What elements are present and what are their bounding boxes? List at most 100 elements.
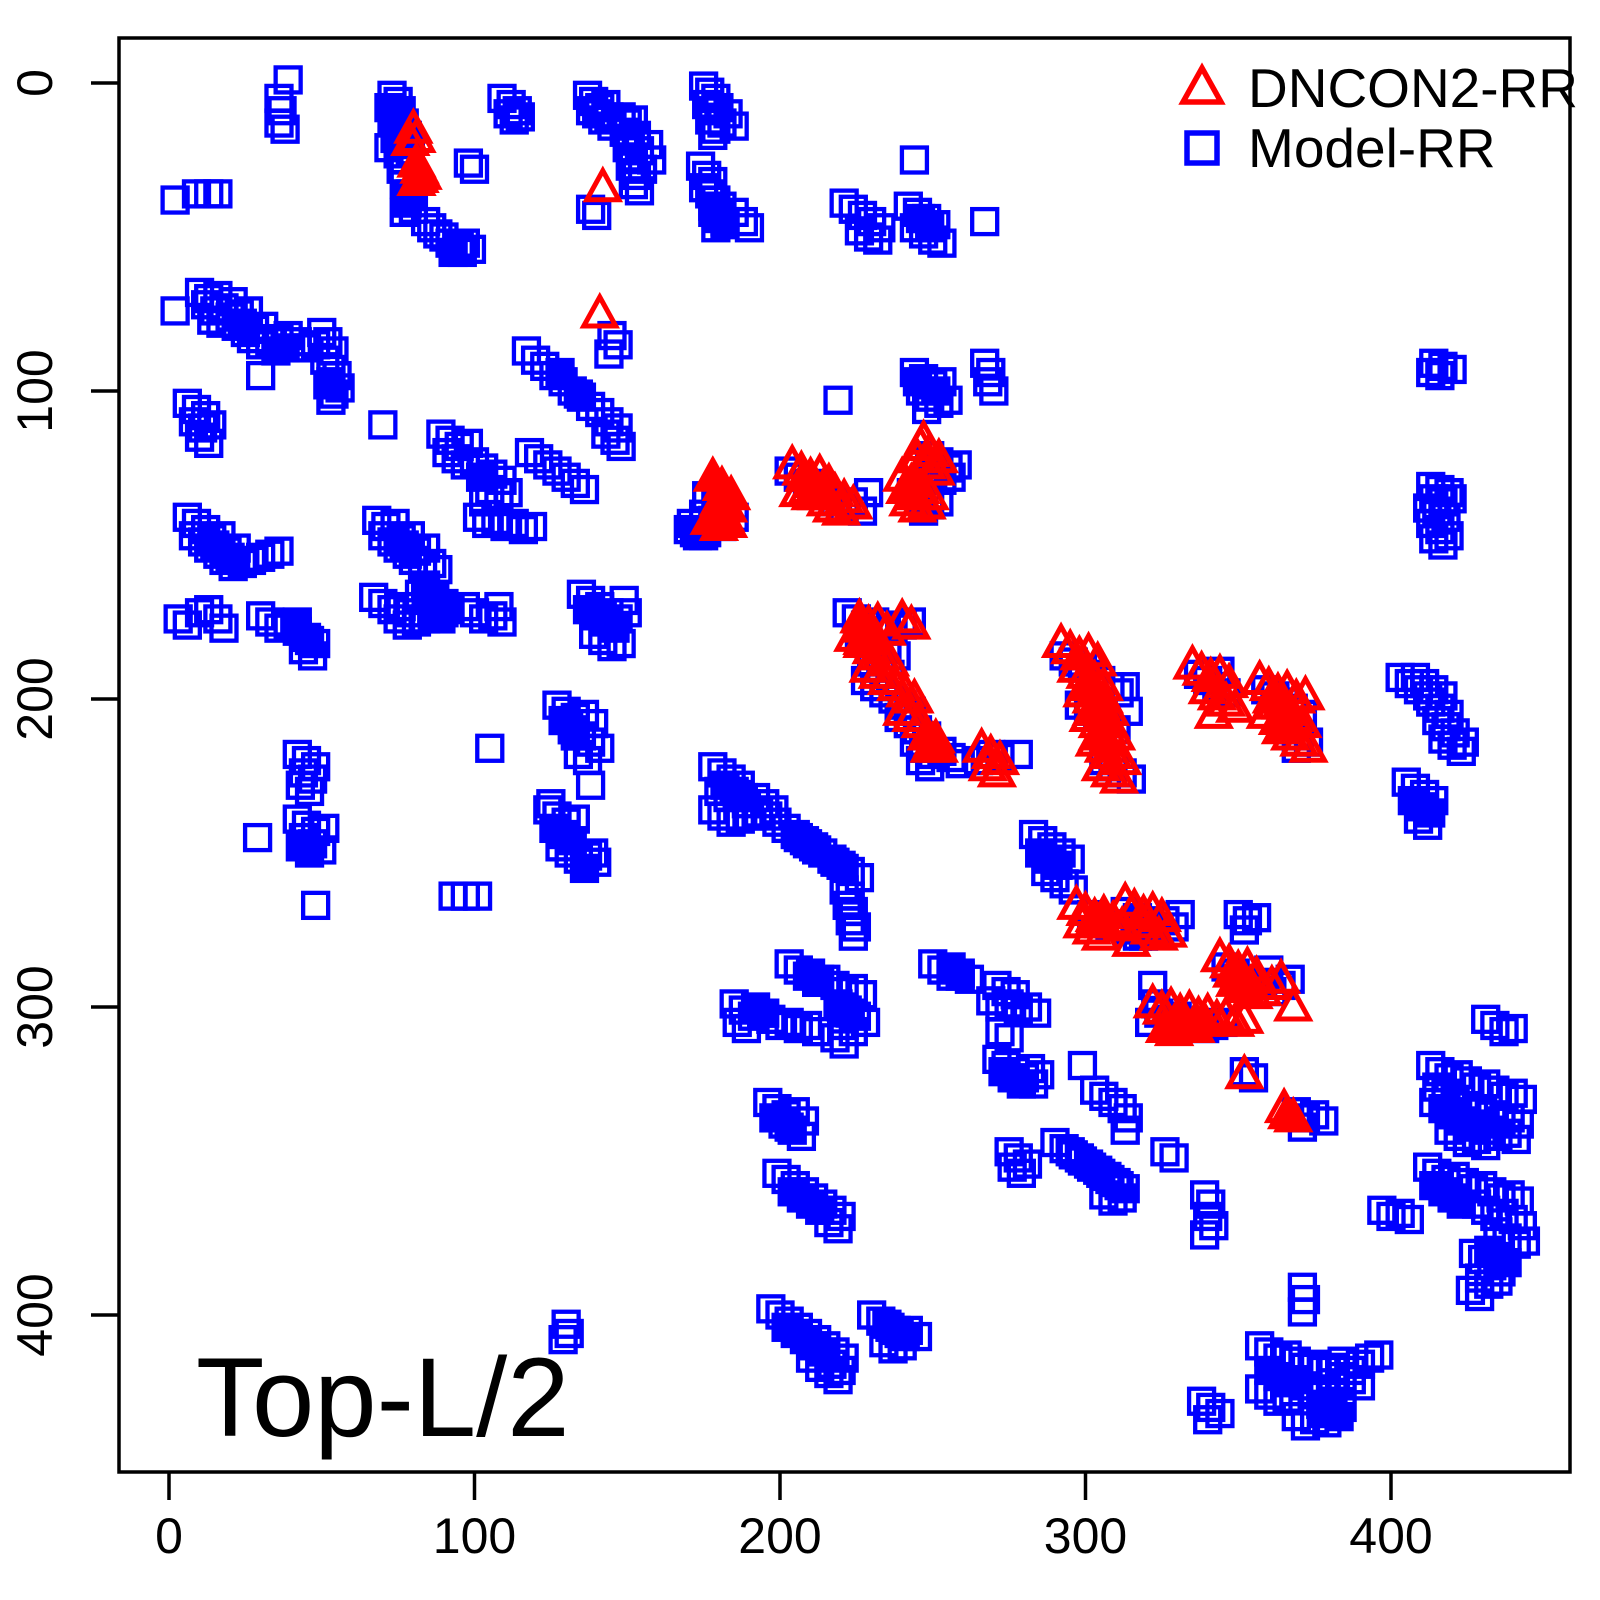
data-point-triangle	[915, 448, 957, 486]
data-point-square	[511, 336, 542, 366]
data-point-square	[588, 625, 618, 656]
data-point-square	[1309, 1106, 1339, 1136]
data-point-square	[863, 225, 893, 255]
data-point-square	[459, 154, 490, 184]
data-point-square	[1419, 1087, 1449, 1118]
data-point-triangle	[1214, 686, 1256, 723]
data-point-triangle	[1111, 920, 1152, 957]
data-point-triangle	[1147, 910, 1189, 948]
data-point-square	[618, 169, 649, 200]
data-point-square	[453, 148, 484, 178]
data-point-square	[462, 881, 493, 911]
data-point-triangle	[1285, 673, 1326, 711]
data-point-triangle	[1214, 1000, 1256, 1037]
data-point-square	[734, 213, 765, 243]
data-point-square	[1452, 1127, 1483, 1158]
data-point-square	[1428, 530, 1458, 560]
data-point-square	[1461, 1124, 1492, 1155]
data-point-triangle	[1239, 658, 1280, 696]
data-point-square	[633, 129, 664, 160]
data-point-square	[823, 1214, 853, 1244]
data-point-square	[979, 376, 1009, 406]
data-point-square	[597, 631, 627, 662]
data-point-square	[505, 102, 535, 132]
data-point-square	[1290, 1411, 1321, 1441]
data-point-square	[1480, 1010, 1510, 1041]
data-point-square	[255, 539, 285, 569]
data-point-square	[472, 508, 502, 539]
data-point-triangle	[1251, 963, 1293, 1000]
data-point-square	[1403, 804, 1434, 834]
data-point-square	[1510, 1226, 1541, 1256]
data-point-square	[970, 206, 1000, 237]
data-point-triangle	[1132, 981, 1173, 1019]
data-point-square	[594, 339, 624, 369]
data-point-square	[462, 502, 493, 532]
data-point-square	[743, 798, 774, 828]
data-point-square	[536, 789, 566, 819]
data-point-triangle	[891, 602, 932, 640]
data-point-square	[728, 206, 758, 237]
data-point-square	[548, 1324, 578, 1355]
data-point-square	[1189, 1220, 1220, 1250]
data-point-square	[719, 111, 749, 141]
data-point-triangle	[1273, 984, 1314, 1022]
data-point-square	[783, 1013, 813, 1044]
data-point-square	[585, 397, 615, 428]
data-point-square	[973, 367, 1003, 397]
data-point-square	[389, 530, 419, 560]
data-point-square	[1223, 899, 1253, 930]
data-point-triangle	[1153, 1009, 1195, 1047]
data-point-triangle	[1083, 901, 1125, 939]
data-point-square	[270, 114, 300, 144]
data-point-square	[719, 197, 749, 228]
data-point-triangle	[1187, 667, 1228, 705]
data-point-square	[1501, 1124, 1531, 1155]
data-point-square	[624, 176, 655, 206]
data-point-square	[508, 514, 539, 545]
data-point-square	[1464, 1281, 1495, 1312]
data-point-square	[844, 216, 875, 246]
data-point-square	[1376, 1201, 1406, 1232]
data-point-square	[1345, 1349, 1376, 1379]
data-point-square	[163, 604, 193, 634]
data-point-square	[921, 376, 951, 406]
data-point-square	[970, 348, 1000, 378]
data-point-triangle	[881, 689, 923, 726]
data-point-square	[1287, 1297, 1318, 1327]
y-axis-tick-label: 200	[7, 657, 63, 740]
data-point-square	[869, 1328, 899, 1358]
data-point-triangle	[1273, 1095, 1314, 1133]
data-point-square	[823, 385, 853, 415]
data-point-square	[985, 1016, 1015, 1047]
data-point-square	[575, 770, 606, 800]
data-point-square	[829, 875, 859, 905]
data-point-square	[994, 989, 1024, 1019]
y-axis-tick-label: 100	[7, 349, 63, 432]
data-point-triangle	[790, 473, 831, 511]
data-point-square	[520, 345, 551, 375]
data-point-square	[1312, 1408, 1342, 1438]
data-point-square	[612, 598, 642, 628]
data-point-square	[294, 776, 325, 807]
x-axis-tick-label: 200	[738, 1508, 821, 1564]
data-point-triangle	[707, 501, 749, 538]
data-point-square	[1003, 995, 1033, 1025]
data-point-square	[878, 1334, 908, 1364]
data-point-square	[285, 770, 316, 800]
data-point-square	[1449, 727, 1479, 757]
data-point-square	[731, 1013, 762, 1044]
data-point-square	[1021, 998, 1052, 1028]
data-point-square	[774, 1112, 804, 1142]
data-point-triangle	[1199, 935, 1241, 973]
data-point-triangle	[906, 442, 947, 480]
data-point-triangle	[1080, 744, 1122, 782]
data-point-triangle	[1056, 646, 1097, 683]
data-point-square	[1318, 1352, 1348, 1383]
data-point-square	[1098, 1087, 1128, 1118]
data-point-square	[478, 601, 508, 631]
data-point-square	[600, 425, 630, 455]
plot-frame	[117, 36, 1572, 1474]
data-point-square	[273, 65, 303, 95]
data-point-square	[945, 749, 975, 779]
